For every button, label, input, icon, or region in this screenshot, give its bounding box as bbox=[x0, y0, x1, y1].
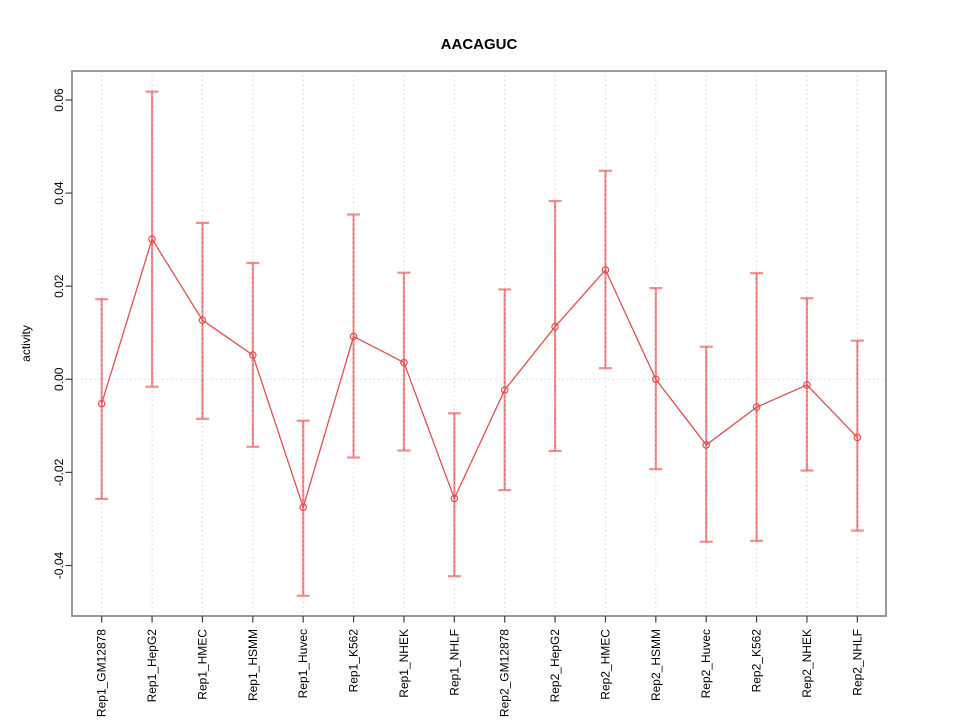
x-tick-label: Rep2_HMEC bbox=[598, 629, 612, 700]
y-axis-title: activity bbox=[19, 325, 33, 362]
data-point-marker bbox=[551, 322, 559, 331]
data-point-marker bbox=[249, 351, 257, 359]
x-tick-label: Rep2_K562 bbox=[750, 629, 764, 693]
plot-frame bbox=[71, 70, 887, 617]
x-tick-label: Rep1_K562 bbox=[347, 629, 361, 693]
chart-title: AACAGUC bbox=[441, 36, 518, 53]
x-tick-label: Rep2_Huvec bbox=[699, 629, 713, 698]
x-tick-label: Rep1_NHEK bbox=[397, 629, 411, 698]
y-tick-label: 0.00 bbox=[52, 367, 66, 391]
data-point-marker bbox=[803, 381, 811, 389]
data-point-marker bbox=[601, 266, 610, 274]
data-point-marker bbox=[500, 386, 509, 394]
x-tick-label: Rep2_HepG2 bbox=[548, 629, 562, 703]
data-point-marker bbox=[349, 332, 358, 341]
x-tick-label: Rep1_Huvec bbox=[296, 629, 310, 698]
series-line bbox=[101, 237, 858, 510]
x-tick-label: Rep1_HMEC bbox=[195, 629, 209, 700]
y-tick-label: 0.06 bbox=[52, 88, 66, 112]
data-point-marker bbox=[752, 403, 761, 412]
x-tick-label: Rep1_HSMM bbox=[246, 629, 260, 701]
data-point-marker bbox=[400, 358, 408, 367]
x-tick-label: Rep1_NHLF bbox=[447, 629, 461, 696]
data-point-marker bbox=[97, 399, 106, 408]
y-tick-label: 0.04 bbox=[52, 181, 66, 205]
x-tick-label: Rep1_HepG2 bbox=[145, 629, 159, 703]
data-point-marker bbox=[652, 375, 660, 384]
data-point-marker bbox=[853, 433, 862, 442]
y-tick-label: -0.04 bbox=[52, 552, 66, 580]
x-tick-label: Rep1_GM12878 bbox=[95, 629, 109, 717]
data-point-marker bbox=[702, 441, 711, 449]
x-tick-label: Rep2_NHLF bbox=[850, 629, 864, 696]
x-tick-label: Rep2_NHEK bbox=[800, 629, 814, 698]
x-tick-label: Rep2_HSMM bbox=[649, 629, 663, 701]
x-tick-label: Rep2_GM12878 bbox=[498, 629, 512, 717]
data-point-marker bbox=[198, 316, 207, 324]
data-point-marker bbox=[450, 494, 459, 503]
data-point-marker bbox=[299, 503, 308, 512]
data-point-marker bbox=[148, 235, 156, 243]
y-tick-label: -0.02 bbox=[52, 458, 66, 486]
y-tick-label: 0.02 bbox=[52, 274, 66, 298]
